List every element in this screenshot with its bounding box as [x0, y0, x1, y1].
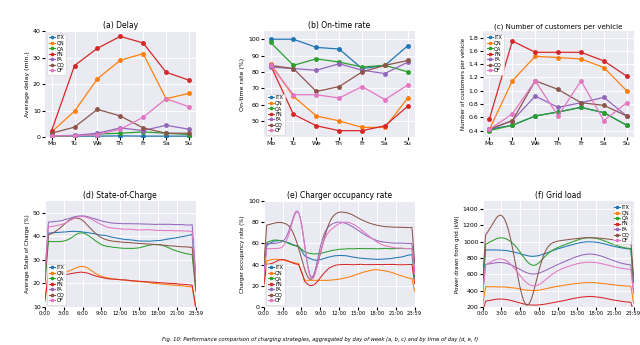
Legend: ITX, QN, QA, FN, FA, OQ, OF: ITX, QN, QA, FN, FA, OQ, OF [47, 264, 66, 305]
Legend: ITX, QN, QA, FN, FA, OQ, OF: ITX, QN, QA, FN, FA, OQ, OF [485, 33, 504, 75]
Legend: ITX, QN, QA, FN, FA, OQ, OF: ITX, QN, QA, FN, FA, OQ, OF [266, 94, 285, 135]
Title: (c) Number of customers per vehicle: (c) Number of customers per vehicle [494, 23, 622, 30]
Legend: ITX, QN, QA, FN, FA, OQ, OF: ITX, QN, QA, FN, FA, OQ, OF [266, 264, 285, 305]
Y-axis label: Charger occupancy rate (%): Charger occupancy rate (%) [240, 215, 245, 293]
Title: (a) Delay: (a) Delay [103, 21, 138, 30]
Legend: ITX, QN, QA, FN, FA, OQ, OF: ITX, QN, QA, FN, FA, OQ, OF [612, 204, 631, 244]
Title: (d) State-of-Charge: (d) State-of-Charge [83, 191, 157, 200]
Y-axis label: Number of customers per vehicle: Number of customers per vehicle [461, 38, 466, 130]
Title: (e) Charger occupancy rate: (e) Charger occupancy rate [287, 191, 392, 200]
Y-axis label: Average State of Charge (%): Average State of Charge (%) [25, 215, 30, 293]
Title: (b) On-time rate: (b) On-time rate [308, 21, 371, 30]
Y-axis label: On-time rate (%): On-time rate (%) [240, 58, 245, 111]
Title: (f) Grid load: (f) Grid load [535, 191, 581, 200]
Y-axis label: Average delay (min.): Average delay (min.) [25, 51, 30, 117]
Legend: ITX, QN, QA, FN, FA, OQ, OF: ITX, QN, QA, FN, FA, OQ, OF [47, 33, 66, 75]
Text: Fig. 10: Performance comparison of charging strategies, aggregated by day of wee: Fig. 10: Performance comparison of charg… [162, 337, 478, 342]
Y-axis label: Power drawn from grid (kW): Power drawn from grid (kW) [455, 215, 460, 293]
